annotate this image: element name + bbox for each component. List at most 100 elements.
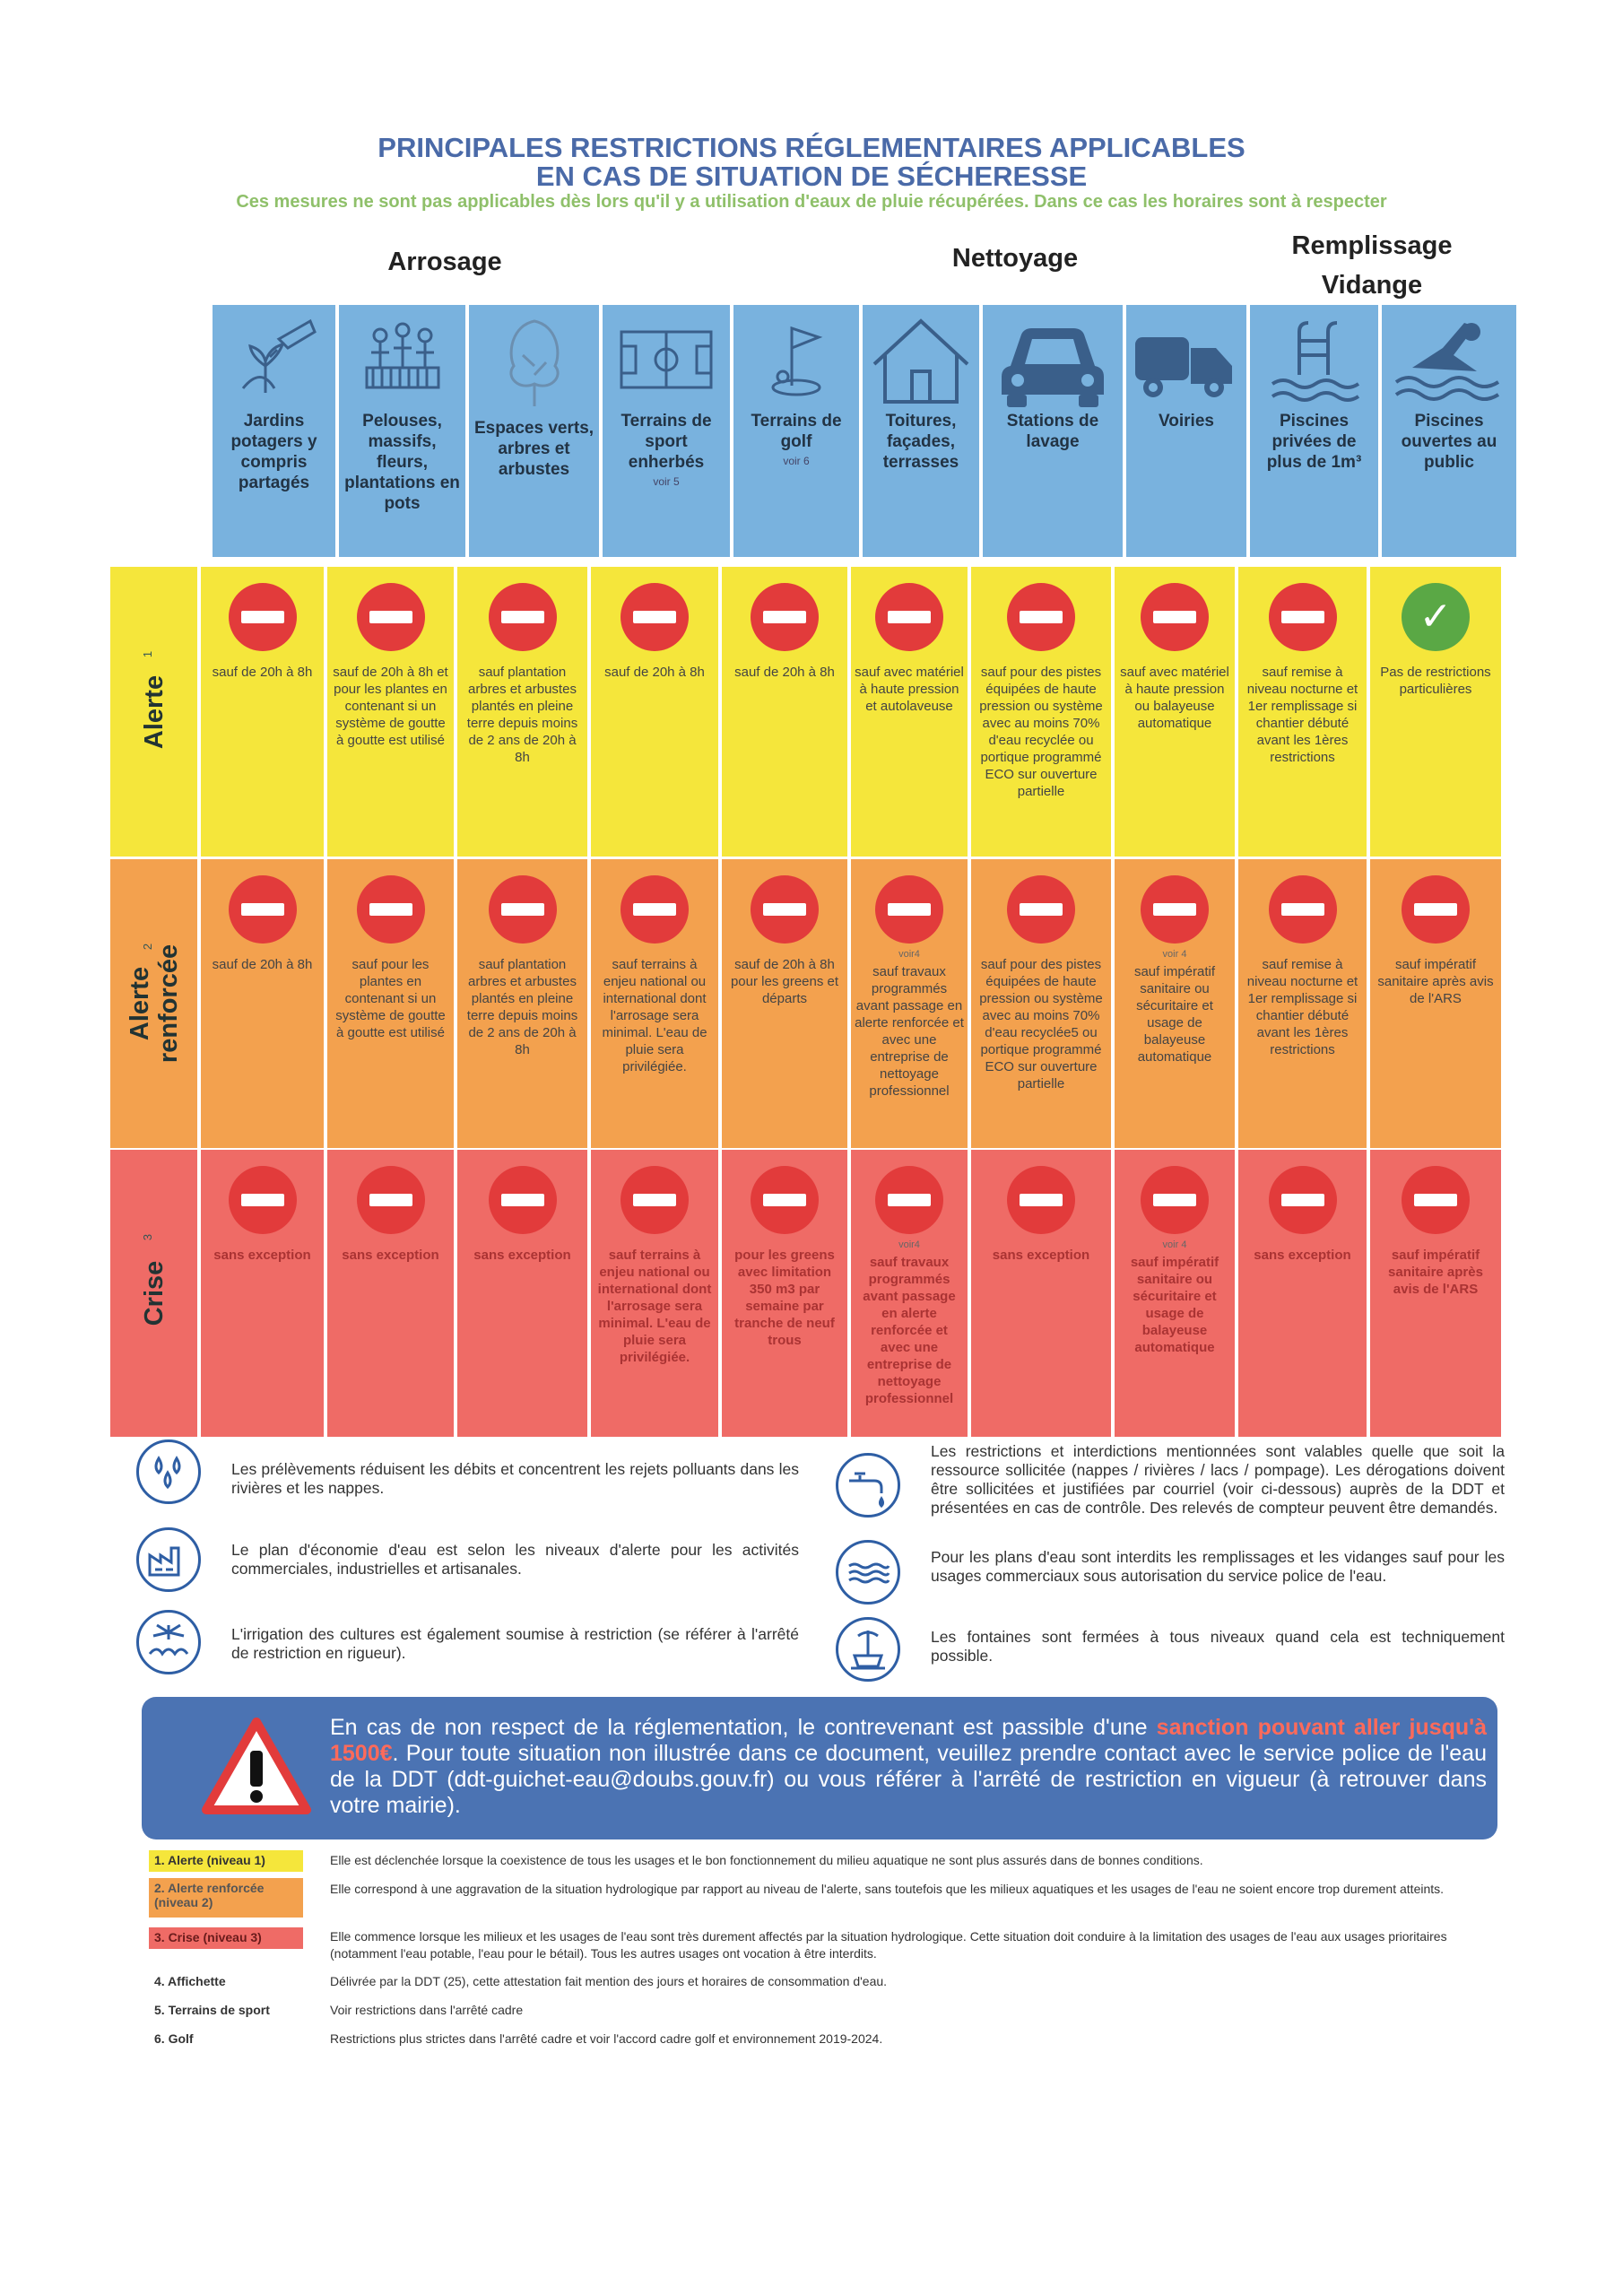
column-label: Toitures, façades, terrasses bbox=[882, 412, 959, 472]
no-entry-icon bbox=[1402, 1166, 1470, 1234]
info-prelevements: Les prélèvements réduisent les débits et… bbox=[231, 1460, 799, 1497]
restriction-cell: sans exception bbox=[454, 1150, 587, 1437]
cell-text: sans exception bbox=[992, 1248, 1090, 1263]
legend-label-crise: 3. Crise (niveau 3) bbox=[149, 1927, 303, 1949]
warning-sanction: sanction pouvant aller jusqu'à 1500€ bbox=[330, 1715, 1487, 1766]
no-entry-icon bbox=[1141, 1166, 1209, 1234]
cell-text: pour les greens avec limitation 350 m3 p… bbox=[734, 1248, 835, 1348]
column-header-espaces-verts: Espaces verts, arbres et arbustes bbox=[469, 305, 603, 557]
column-header-pelouses: Pelouses, massifs, fleurs, plantations e… bbox=[339, 305, 469, 557]
restriction-cell: sauf remise à niveau nocturne et 1er rem… bbox=[1235, 859, 1367, 1148]
legend-text-terrains-sport: Voir restrictions dans l'arrêté cadre bbox=[330, 2003, 524, 2017]
restriction-cell: ✓ Pas de restrictions particulières bbox=[1367, 567, 1501, 857]
cell-text: sauf plantation arbres et arbustes plant… bbox=[466, 957, 578, 1057]
restriction-cell: pour les greens avec limitation 350 m3 p… bbox=[718, 1150, 847, 1437]
faucet-icon bbox=[836, 1453, 900, 1518]
warning-text-after: . Pour toute situation non illustrée dan… bbox=[330, 1741, 1487, 1818]
restriction-cell: sauf de 20h à 8h et pour les plantes en … bbox=[324, 567, 454, 857]
level-number: 3 bbox=[141, 1233, 155, 1241]
cell-text: sauf plantation arbres et arbustes plant… bbox=[466, 665, 578, 765]
level-header: Crise 3 bbox=[110, 1150, 197, 1437]
column-header-golf: Terrains de golf voir 6 bbox=[733, 305, 863, 557]
restriction-cell: sans exception bbox=[197, 1150, 324, 1437]
column-label: Terrains de sport enherbés bbox=[621, 412, 712, 472]
cell-text: sans exception bbox=[213, 1248, 311, 1263]
no-entry-icon bbox=[1007, 875, 1075, 944]
warning-text: En cas de non respect de la réglementati… bbox=[330, 1715, 1487, 1819]
legend-text-alerte-renforcee: Elle correspond à une aggravation de la … bbox=[330, 1882, 1445, 1896]
column-label: Piscines privées de plus de 1m³ bbox=[1266, 412, 1362, 472]
cell-text: sauf impératif sanitaire ou sécuritaire … bbox=[1130, 1255, 1219, 1355]
cell-text: sauf pour les plantes en contenant si un… bbox=[335, 957, 446, 1040]
category-nettoyage: Nettoyage bbox=[951, 244, 1079, 273]
no-entry-icon bbox=[875, 875, 943, 944]
no-entry-icon bbox=[356, 1166, 425, 1234]
no-entry-icon bbox=[1007, 1166, 1075, 1234]
column-header-piscines-publiques: Piscines ouvertes au public bbox=[1382, 305, 1516, 557]
column-header-voiries: Voiries bbox=[1126, 305, 1250, 557]
column-label: Terrains de golf bbox=[751, 412, 842, 451]
fountain-icon bbox=[836, 1617, 900, 1682]
column-header-jardins: Jardins potagers y compris partagés bbox=[213, 305, 339, 557]
level-number: 2 bbox=[141, 943, 155, 951]
cell-text: sauf remise à niveau nocturne et 1er rem… bbox=[1246, 665, 1358, 765]
warning-text-before: En cas de non respect de la réglementati… bbox=[330, 1715, 1157, 1740]
cell-note: voir4 bbox=[898, 949, 920, 960]
cell-note: voir 4 bbox=[1162, 1239, 1187, 1250]
legend-label-golf: 6. Golf bbox=[154, 2031, 194, 2046]
restriction-cell: sauf pour les plantes en contenant si un… bbox=[324, 859, 454, 1148]
no-entry-icon bbox=[228, 583, 297, 651]
no-entry-icon bbox=[751, 583, 819, 651]
car-icon bbox=[1002, 328, 1104, 407]
cell-text: sauf impératif sanitaire ou sécuritaire … bbox=[1133, 964, 1216, 1065]
restriction-cell: sauf de 20h à 8h pour les greens et dépa… bbox=[718, 859, 847, 1148]
restriction-cell: sauf plantation arbres et arbustes plant… bbox=[454, 859, 587, 1148]
cell-text: sauf pour des pistes équipées de haute p… bbox=[979, 665, 1103, 799]
level-header: Alerte 1 bbox=[110, 567, 197, 857]
restriction-cell: sans exception bbox=[968, 1150, 1111, 1437]
level-number: 1 bbox=[141, 650, 155, 658]
factory-icon bbox=[136, 1527, 201, 1592]
cell-text: sauf travaux programmés avant passage en… bbox=[855, 964, 964, 1099]
no-entry-icon bbox=[1402, 875, 1470, 944]
no-entry-icon bbox=[751, 1166, 819, 1234]
legend-text-crise: Elle commence lorsque les milieux et les… bbox=[330, 1929, 1447, 1961]
garden-icon bbox=[241, 318, 317, 393]
no-entry-icon bbox=[228, 875, 297, 944]
swimmer-icon bbox=[1394, 323, 1500, 401]
cell-text: sans exception bbox=[473, 1248, 571, 1263]
legend-label-affichette: 4. Affichette bbox=[154, 1974, 226, 1988]
no-entry-icon bbox=[228, 1166, 297, 1234]
flowers-icon bbox=[365, 322, 439, 389]
column-note: voir 6 bbox=[783, 455, 810, 467]
cell-text: sauf de 20h à 8h et pour les plantes en … bbox=[333, 665, 448, 748]
restriction-cell: sauf plantation arbres et arbustes plant… bbox=[454, 567, 587, 857]
warning-banner: En cas de non respect de la réglementati… bbox=[142, 1697, 1497, 1839]
cell-text: sans exception bbox=[342, 1248, 439, 1263]
sweeper-truck-icon bbox=[1135, 337, 1241, 402]
level-header: Alerte renforcée 2 bbox=[110, 859, 197, 1148]
restriction-cell: sauf impératif sanitaire après avis de l… bbox=[1367, 859, 1501, 1148]
column-label: Voiries bbox=[1159, 412, 1214, 430]
cell-text: sauf de 20h à 8h bbox=[212, 665, 313, 680]
no-entry-icon bbox=[875, 1166, 943, 1234]
restriction-cell: voir4 sauf travaux programmés avant passa… bbox=[847, 1150, 968, 1437]
water-drops-icon bbox=[136, 1439, 201, 1504]
info-irrigation: L'irrigation des cultures est également … bbox=[231, 1625, 799, 1662]
no-entry-icon bbox=[751, 875, 819, 944]
restriction-cell: voir 4 sauf impératif sanitaire ou sécuri… bbox=[1111, 1150, 1235, 1437]
restriction-cell: sans exception bbox=[1235, 1150, 1367, 1437]
cell-text: sauf terrains à enjeu national ou intern… bbox=[597, 1248, 712, 1365]
restriction-cell: sauf pour des pistes équipées de haute p… bbox=[968, 859, 1111, 1148]
warning-triangle-icon bbox=[202, 1718, 311, 1814]
category-remplissage: Remplissage Vidange bbox=[1291, 231, 1453, 300]
level-row-crise: Crise 3 sans exception sans exception sans e… bbox=[110, 1150, 1516, 1437]
no-entry-icon bbox=[356, 875, 425, 944]
column-header-toitures: Toitures, façades, terrasses bbox=[863, 305, 983, 557]
column-header-band: Jardins potagers y compris partagés Pelo… bbox=[213, 305, 1516, 557]
legend-text-affichette: Délivrée par la DDT (25), cette attestat… bbox=[330, 1974, 888, 1988]
restriction-cell: sauf de 20h à 8h bbox=[587, 567, 718, 857]
legend-text-alerte: Elle est déclenchée lorsque la coexisten… bbox=[330, 1853, 1203, 1867]
pool-ladder-icon bbox=[1271, 321, 1359, 402]
column-note: voir 5 bbox=[653, 475, 680, 488]
